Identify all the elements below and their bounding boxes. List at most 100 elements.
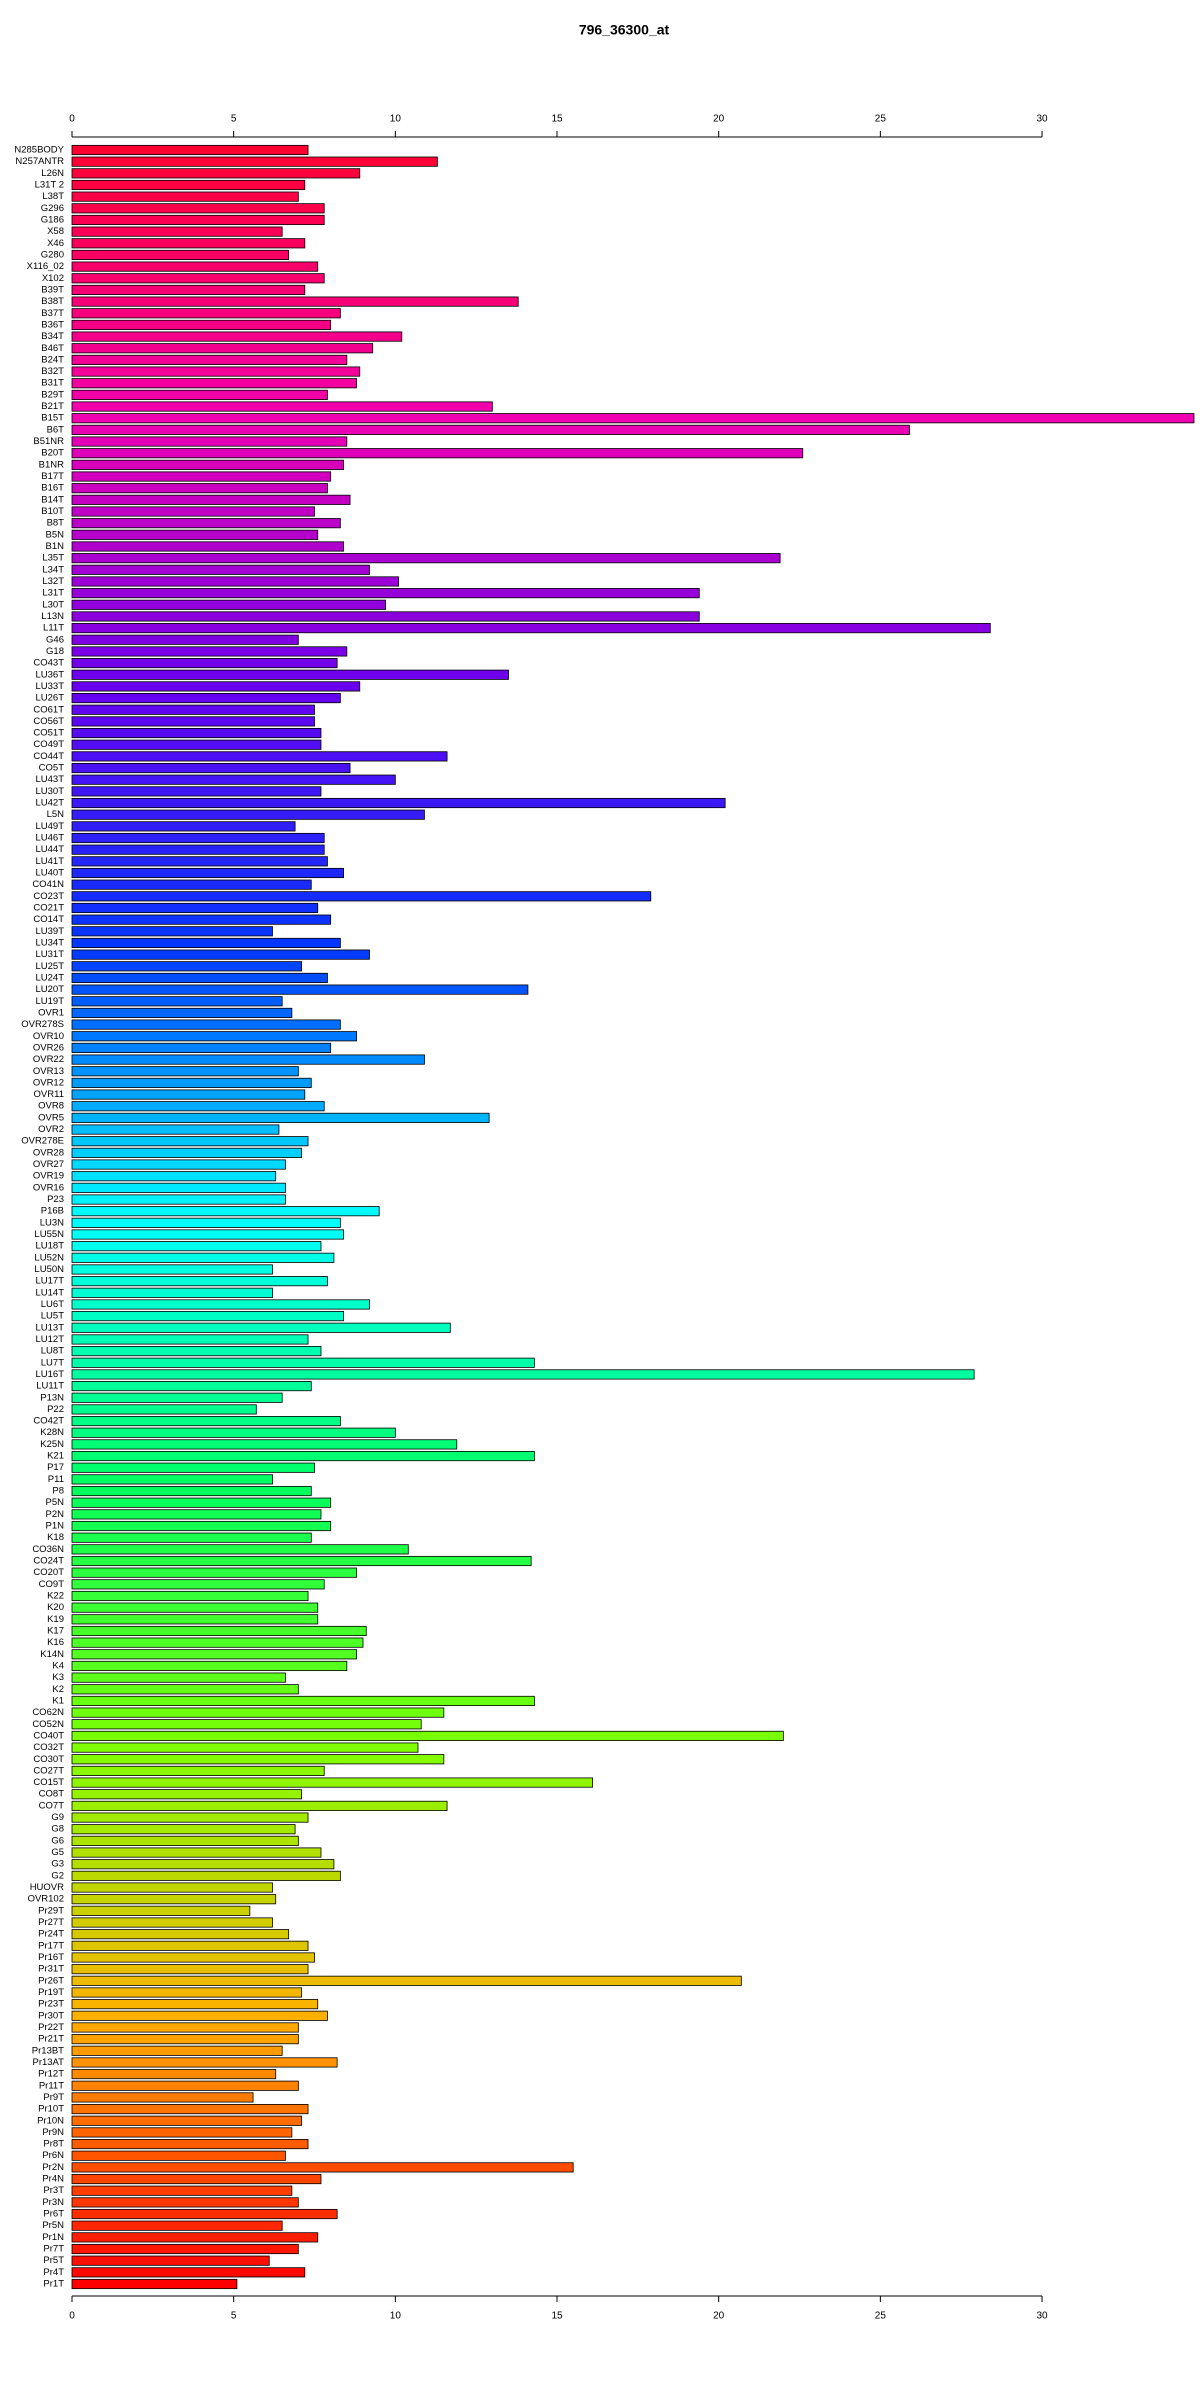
bar (71, 343, 374, 354)
y-tick-label: CO40T (33, 1730, 64, 1741)
y-tick-label: LU18T (35, 1241, 64, 1252)
bar (71, 1404, 257, 1415)
y-tick-label: K2 (52, 1684, 64, 1695)
bar (71, 693, 341, 704)
y-tick-label: G296 (41, 203, 64, 214)
bar (71, 2220, 283, 2231)
y-tick-label: Pr11T (39, 2080, 64, 2091)
bar (71, 413, 1195, 424)
bar (71, 1171, 277, 1182)
y-tick-label: G3 (51, 1859, 64, 1870)
bar (71, 1964, 309, 1975)
bar (71, 996, 283, 1007)
y-tick-label: P17 (47, 1462, 64, 1473)
bar (71, 1217, 341, 1228)
y-tick-label: G5 (51, 1847, 64, 1858)
bar (71, 1590, 309, 1602)
y-tick-label: B20T (41, 448, 64, 459)
bar (71, 1532, 312, 1543)
y-tick-label: L38T (42, 191, 64, 202)
bar (71, 1719, 422, 1730)
bar (71, 2139, 309, 2150)
bar (71, 1730, 784, 1741)
y-tick-label: CO8T (39, 1789, 65, 1800)
y-tick-label: LU36T (35, 669, 64, 680)
bar (71, 2150, 286, 2161)
y-tick-label: K21 (47, 1451, 64, 1462)
y-tick-label: B32T (41, 366, 64, 377)
bar (71, 1322, 451, 1333)
y-tick-label: LU34T (35, 937, 64, 948)
bar (71, 1381, 312, 1392)
y-tick-label: Pr29T (38, 1905, 64, 1916)
y-tick-label: LU44T (35, 844, 64, 855)
bar (71, 518, 341, 529)
y-tick-label: LU8T (41, 1346, 64, 1357)
x-tick-label: 0 (69, 114, 75, 125)
y-tick-label: LU41T (35, 856, 64, 867)
x-tick-label: 15 (551, 2311, 563, 2322)
bar (71, 308, 341, 319)
y-tick-label: B39T (41, 284, 64, 295)
bar (71, 1707, 445, 1718)
y-tick-label: L31T (42, 588, 64, 599)
y-tick-label: LU26T (35, 693, 64, 704)
y-tick-label: P11 (48, 1474, 64, 1485)
bar (71, 1555, 532, 1567)
y-tick-label: K18 (47, 1532, 64, 1543)
y-tick-label: CO36N (32, 1544, 64, 1555)
y-tick-label: B31T (41, 378, 64, 389)
bar (71, 529, 319, 540)
y-tick-label: B51NR (33, 436, 64, 447)
y-tick-label: Pr6N (42, 2150, 64, 2161)
y-tick-label: Pr16T (38, 1952, 64, 1963)
y-tick-label: OVR19 (33, 1171, 64, 1182)
y-tick-label: K20 (47, 1602, 64, 1613)
y-tick-label: CO23T (33, 891, 64, 902)
y-tick-label: B1N (46, 541, 65, 552)
y-tick-label: P13N (40, 1392, 64, 1403)
y-tick-label: OVR26 (33, 1042, 64, 1053)
y-tick-label: Pr12T (38, 2069, 64, 2080)
y-tick-label: B15T (41, 413, 64, 424)
bar (71, 2267, 306, 2278)
y-tick-label: LU39T (35, 926, 64, 937)
y-tick-label: Pr27T (38, 1917, 64, 1928)
y-tick-label: OVR27 (33, 1159, 64, 1170)
bar (71, 1940, 309, 1951)
y-tick-label: CO21T (33, 902, 64, 913)
bar (71, 1929, 290, 1940)
bar (71, 1031, 357, 1042)
x-tick-label: 10 (390, 114, 402, 125)
y-tick-label: Pr23T (38, 1999, 64, 2010)
bar (71, 832, 325, 844)
bar (71, 214, 325, 226)
y-tick-label: OVR16 (33, 1182, 64, 1193)
bar (71, 2278, 238, 2290)
bar (71, 1987, 302, 1998)
y-tick-label: L31T 2 (35, 179, 64, 190)
bar (71, 1614, 319, 1625)
y-tick-label: LU5T (41, 1311, 64, 1322)
y-tick-label: G9 (51, 1812, 64, 1823)
y-tick-label: Pr1N (42, 2232, 64, 2243)
bar (71, 1625, 367, 1637)
y-tick-label: B21T (41, 401, 64, 412)
bar (71, 1334, 309, 1345)
bar (71, 226, 283, 237)
bar (71, 1066, 299, 1077)
bar (71, 2232, 319, 2243)
y-tick-label: OVR1 (38, 1007, 64, 1018)
bar (71, 2115, 302, 2126)
y-tick-label: L35T (42, 553, 64, 564)
bar (71, 1952, 315, 1963)
bar (71, 704, 315, 715)
bar (71, 506, 315, 517)
bar (71, 1485, 312, 1497)
y-tick-label: LU3N (40, 1217, 64, 1228)
bar (71, 891, 652, 902)
y-tick-label: K22 (47, 1591, 64, 1602)
x-tick-label: 25 (875, 114, 887, 125)
bar (71, 588, 700, 599)
bar (71, 623, 991, 634)
